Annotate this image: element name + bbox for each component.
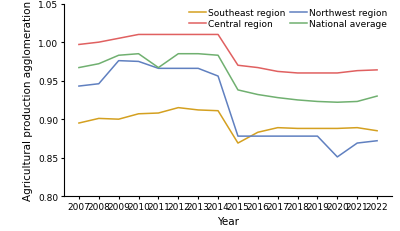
Central region: [275, 71, 280, 73]
National average: [96, 63, 101, 66]
Southeast region: [275, 127, 280, 130]
National average: [355, 101, 360, 103]
Central region: [315, 72, 320, 75]
National average: [116, 55, 121, 57]
X-axis label: Year: Year: [217, 216, 239, 226]
National average: [275, 97, 280, 100]
Southeast region: [116, 118, 121, 121]
Northwest region: [196, 68, 200, 70]
Northwest region: [355, 142, 360, 145]
Southeast region: [216, 110, 220, 112]
Southeast region: [196, 109, 200, 112]
Southeast region: [176, 107, 181, 109]
Line: Central region: Central region: [79, 35, 377, 74]
Northwest region: [156, 68, 161, 70]
Southeast region: [355, 127, 360, 130]
Central region: [176, 34, 181, 37]
Central region: [116, 38, 121, 40]
National average: [176, 53, 181, 56]
Central region: [375, 69, 380, 72]
Northwest region: [335, 156, 340, 159]
Central region: [335, 72, 340, 75]
Line: Northwest region: Northwest region: [79, 61, 377, 157]
Central region: [196, 34, 200, 37]
Central region: [136, 34, 141, 37]
Northwest region: [236, 135, 240, 138]
Southeast region: [295, 128, 300, 130]
Northwest region: [116, 60, 121, 63]
National average: [136, 53, 141, 56]
National average: [196, 53, 200, 56]
National average: [335, 101, 340, 104]
Southeast region: [76, 122, 81, 125]
Central region: [156, 34, 161, 37]
Southeast region: [236, 142, 240, 145]
National average: [315, 101, 320, 103]
National average: [295, 99, 300, 102]
Central region: [295, 72, 300, 75]
Central region: [76, 44, 81, 47]
Northwest region: [136, 61, 141, 64]
Y-axis label: Agricultural production agglomeration: Agricultural production agglomeration: [23, 1, 33, 200]
Southeast region: [315, 128, 320, 130]
Southeast region: [96, 118, 101, 120]
Southeast region: [156, 112, 161, 115]
Northwest region: [295, 135, 300, 138]
Northwest region: [256, 135, 260, 138]
Northwest region: [375, 140, 380, 143]
Northwest region: [275, 135, 280, 138]
Northwest region: [315, 135, 320, 138]
Central region: [355, 70, 360, 73]
National average: [216, 55, 220, 57]
Northwest region: [176, 68, 181, 70]
National average: [375, 95, 380, 98]
Legend: Southeast region, Central region, Northwest region, National average: Southeast region, Central region, Northw…: [190, 9, 388, 29]
National average: [156, 67, 161, 70]
Southeast region: [375, 130, 380, 133]
Central region: [96, 42, 101, 44]
Northwest region: [96, 83, 101, 86]
Southeast region: [256, 131, 260, 134]
Line: Southeast region: Southeast region: [79, 108, 377, 143]
Southeast region: [136, 113, 141, 116]
National average: [256, 94, 260, 97]
Central region: [216, 34, 220, 37]
Central region: [256, 67, 260, 70]
Northwest region: [216, 75, 220, 78]
Northwest region: [76, 85, 81, 88]
Central region: [236, 65, 240, 67]
National average: [236, 89, 240, 92]
Line: National average: National average: [79, 55, 377, 103]
Southeast region: [335, 128, 340, 130]
National average: [76, 67, 81, 70]
